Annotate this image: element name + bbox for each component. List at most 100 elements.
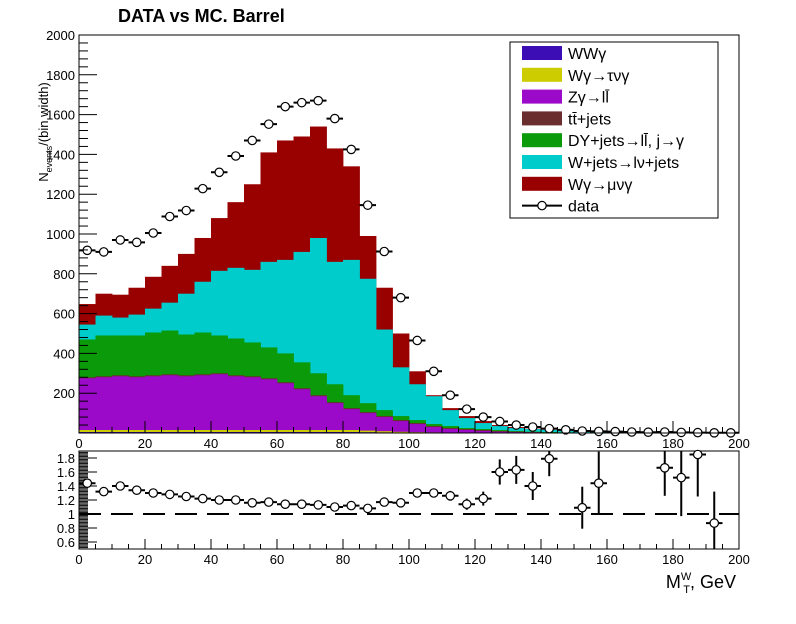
main-y-tick-label: 600 (53, 307, 75, 322)
data-point-marker (346, 144, 357, 155)
legend-swatch (522, 46, 562, 60)
data-point (607, 426, 624, 437)
legend: WWγ Wγ→τνγ Zγ→ll̄ tt̄+jets DY+jets→ll̄, j→γ W… (509, 41, 719, 219)
stack-bar-wjets (425, 396, 443, 433)
ratio-point-marker (692, 449, 703, 460)
ratio-point-marker (181, 491, 192, 502)
data-point-marker (214, 167, 225, 178)
ratio-point (590, 451, 607, 515)
ratio-x-tick-label: 140 (530, 552, 552, 567)
stack-bar-zg (409, 424, 426, 433)
stack-bar-zg (277, 383, 294, 433)
data-point (458, 404, 475, 414)
main-y-tick-label: 1000 (46, 227, 75, 242)
ratio-point-marker (659, 462, 670, 473)
data-point (326, 113, 343, 124)
data-point (128, 237, 145, 248)
ratio-point-marker (214, 495, 225, 505)
stack-bar-zg (458, 430, 476, 433)
ratio-y-tick-label: 1.4 (57, 479, 75, 494)
data-point (557, 425, 574, 435)
ratio-point (359, 503, 376, 514)
ratio-point (194, 493, 211, 504)
legend-label: tt̄+jets (568, 111, 611, 128)
data-point (293, 97, 310, 108)
stack-bar-wg_taunug (227, 430, 245, 433)
stack-bar-zg (425, 427, 443, 433)
data-point (475, 412, 492, 422)
stack-bar-zg (161, 375, 179, 433)
stack-bar-wjets (508, 428, 525, 433)
data-point-marker (181, 205, 192, 216)
ratio-point-marker (593, 478, 604, 488)
main-y-tick-label: 1800 (46, 68, 75, 83)
ratio-points-series (79, 449, 723, 549)
stack-bar-zg (95, 377, 113, 433)
chart-title: DATA vs MC. Barrel (118, 6, 285, 26)
ratio-point (277, 499, 294, 509)
main-x-tick-label: 0 (75, 436, 82, 451)
data-point (244, 135, 261, 146)
data-point-marker (461, 404, 472, 414)
data-point (491, 416, 508, 427)
ratio-point (293, 499, 310, 509)
ratio-point-marker (709, 518, 720, 528)
stack-bar-wg_taunug (343, 430, 360, 433)
stack-bar-zg (326, 403, 344, 433)
legend-label: Zγ→ll̄ (568, 89, 610, 107)
ratio-x-tick-label: 200 (728, 552, 750, 567)
main-x-tick-label: 140 (530, 436, 552, 451)
main-x-tick-label: 100 (398, 436, 420, 451)
data-point (623, 427, 640, 437)
ratio-point (376, 497, 393, 507)
data-point (260, 119, 277, 129)
stack-bar-zg (376, 417, 393, 433)
ratio-point-marker (148, 488, 159, 498)
data-point-marker (511, 420, 522, 430)
data-point-marker (626, 427, 637, 437)
stack-bar-zg (310, 396, 327, 433)
stack-bar-zg (178, 376, 195, 433)
stack-bar-wg_taunug (112, 430, 129, 433)
stack-bar-wg_taunug (359, 430, 377, 433)
data-point (161, 211, 178, 222)
legend-entry-dyjets: DY+jets→ll̄, j→γ (522, 132, 684, 150)
ratio-point-marker (115, 481, 126, 491)
data-point-marker (659, 427, 670, 437)
ratio-point (95, 486, 112, 497)
stack-bar-wg_taunug (194, 430, 212, 433)
data-point-marker (593, 426, 604, 437)
legend-label: DY+jets→ll̄, j→γ (568, 132, 684, 150)
ratio-point (326, 502, 343, 512)
data-point (376, 246, 393, 257)
ratio-point-marker (98, 486, 109, 497)
ratio-point-marker (280, 499, 291, 509)
stack-bar-wg_taunug (277, 430, 294, 433)
legend-entry-wwg: WWγ (522, 46, 606, 63)
stack-bar-zg (128, 377, 146, 433)
ratio-point (260, 497, 277, 507)
ratio-x-tick-label: 120 (464, 552, 486, 567)
legend-swatch (522, 176, 562, 191)
legend-entry-ttjets: tt̄+jets (522, 111, 611, 128)
stack-bar-zg (359, 413, 377, 433)
main-x-tick-label: 160 (596, 436, 618, 451)
stack-bar-wg_taunug (79, 430, 96, 433)
stack-bar-zg (112, 376, 129, 433)
stack-bar-wjets (475, 423, 492, 433)
data-point-marker (445, 390, 456, 400)
ratio-point (442, 490, 459, 501)
data-point (277, 101, 294, 112)
y-axis-title: Nevents/(bin width) (36, 82, 54, 182)
stack-bar-wg_taunug (95, 430, 113, 433)
data-point (211, 167, 228, 178)
legend-label: data (568, 199, 599, 216)
stack-bar-wjets (359, 278, 377, 433)
data-point (409, 335, 426, 346)
stack-bar-zg (145, 376, 162, 433)
data-point-marker (527, 422, 538, 432)
y-axis-title-sub: events (44, 145, 54, 172)
main-x-tick-label: 40 (204, 436, 218, 451)
stack-bar-zg (211, 374, 228, 433)
stack-bar-wg_taunug (376, 431, 393, 433)
